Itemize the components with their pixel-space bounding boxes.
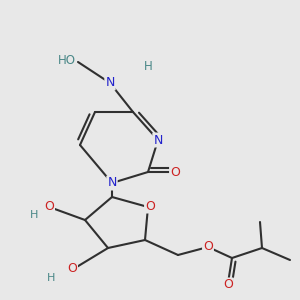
Text: HO: HO xyxy=(58,55,76,68)
Text: O: O xyxy=(44,200,54,214)
Text: O: O xyxy=(67,262,77,275)
Text: O: O xyxy=(223,278,233,292)
Text: N: N xyxy=(105,76,115,89)
Text: H: H xyxy=(30,210,38,220)
Text: H: H xyxy=(46,273,55,283)
Text: O: O xyxy=(203,241,213,254)
Text: H: H xyxy=(144,61,152,74)
Text: O: O xyxy=(145,200,155,212)
Text: N: N xyxy=(153,134,163,146)
Text: N: N xyxy=(107,176,117,190)
Text: O: O xyxy=(170,166,180,178)
